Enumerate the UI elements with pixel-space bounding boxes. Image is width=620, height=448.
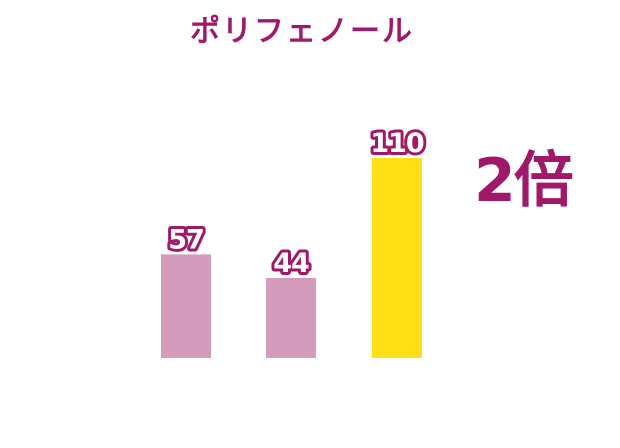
bar-0	[161, 254, 211, 358]
chart-title: ポリフェノール	[190, 14, 414, 49]
data-label-2: 110	[370, 128, 424, 159]
bar-1	[266, 278, 316, 358]
data-label-0: 57	[168, 224, 204, 255]
bar-2	[372, 158, 422, 358]
data-label-1: 44	[273, 248, 309, 279]
ratio-annotation: 2倍	[474, 146, 574, 216]
